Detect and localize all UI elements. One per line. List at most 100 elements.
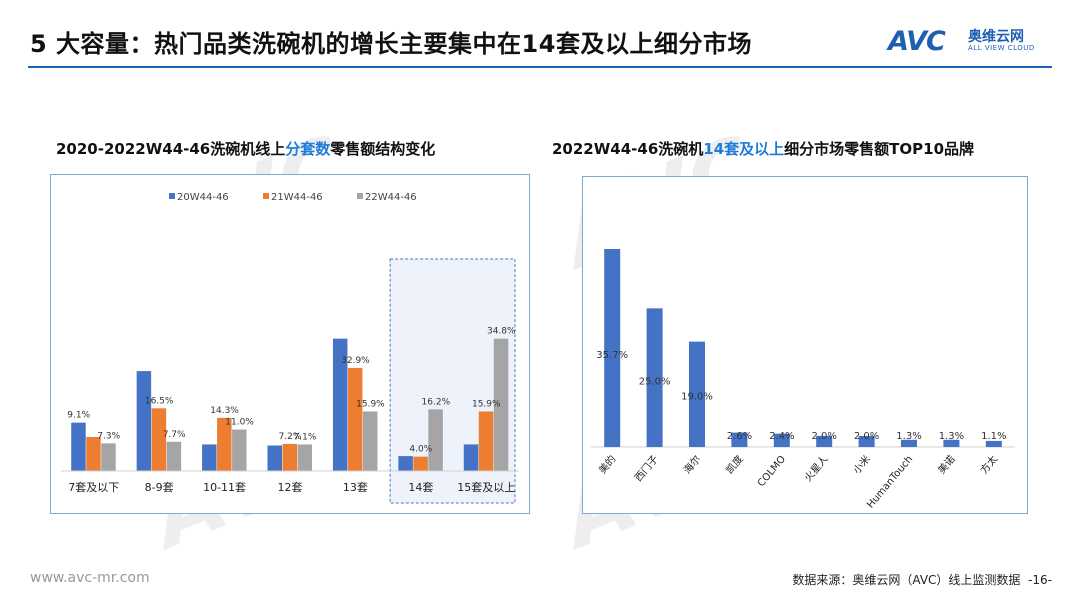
data-label: 15.9% — [472, 399, 501, 409]
category-label: 7套及以下 — [68, 481, 119, 494]
bar — [398, 456, 413, 471]
data-label: 19.0% — [681, 392, 713, 403]
category-label: 小米 — [850, 453, 873, 477]
bar — [297, 444, 312, 471]
data-label: 2.6% — [727, 431, 752, 442]
bar — [773, 433, 790, 447]
right-title-part2: 细分市场零售额TOP10品牌 — [784, 140, 975, 158]
left-chart-frame: 20W44-46 21W44-46 22W44-46 7套及以下 8-9套 10-11套 1… — [50, 174, 530, 514]
category-label: 西门子 — [632, 453, 661, 484]
bar — [428, 409, 443, 471]
left-chart: 20W44-46 21W44-46 22W44-46 7套及以下 8-9套 10-11套 1… — [61, 192, 519, 504]
category-label: 美诺 — [935, 453, 958, 477]
bar — [217, 417, 232, 471]
data-label: 35.7% — [596, 350, 628, 361]
legend-label: 22W44-46 — [365, 192, 417, 203]
page-title: 5 大容量：热门品类洗碗机的增长主要集中在14套及以上细分市场 — [30, 30, 752, 58]
data-label: 11.0% — [225, 418, 254, 428]
bar — [151, 408, 167, 471]
legend-swatch — [263, 193, 269, 199]
logo-mark: AVC — [888, 26, 946, 57]
category-label: 方太 — [977, 453, 1000, 477]
bar — [101, 443, 116, 471]
category-label: 12套 — [278, 481, 303, 494]
data-label: 7.1% — [294, 432, 317, 442]
data-label: 1.1% — [981, 431, 1006, 442]
right-chart-title: 2022W44-46洗碗机14套及以上细分市场零售额TOP10品牌 — [552, 138, 974, 159]
source-text: 数据来源：奥维云网（AVC）线上监测数据 — [792, 573, 1021, 587]
bar — [985, 440, 1002, 447]
bar — [86, 436, 101, 471]
data-label: 1.3% — [939, 431, 964, 442]
data-label: 7.3% — [97, 431, 120, 441]
category-label: 13套 — [343, 481, 368, 494]
bar — [731, 432, 748, 447]
bar — [267, 445, 282, 471]
bar — [858, 435, 875, 447]
bar — [362, 411, 378, 471]
data-label: 1.3% — [896, 431, 921, 442]
legend-swatch — [169, 193, 175, 199]
category-label: COLMO — [756, 454, 788, 489]
bar — [463, 444, 479, 471]
logo-en: ALL VIEW CLOUD — [968, 44, 1035, 52]
bar — [202, 444, 217, 471]
data-label: 2.4% — [769, 431, 794, 442]
right-title-part1: 2022W44-46洗碗机 — [552, 140, 704, 158]
right-chart: 35.7% 美的 25.0% 西门子 19.0% 海尔 2.6% 凯度 2.4% COLMO 2.0… — [591, 249, 1015, 511]
bar — [901, 439, 917, 447]
category-label: 8-9套 — [145, 481, 174, 494]
bar — [604, 249, 621, 447]
data-label: 16.2% — [422, 397, 451, 407]
left-title-highlight: 分套数 — [285, 140, 331, 158]
avc-logo: AVC 奥维云网 ALL VIEW CLOUD — [888, 26, 1058, 58]
data-label: 25.0% — [639, 377, 671, 388]
data-label: 14.3% — [210, 406, 239, 416]
bar — [71, 422, 86, 471]
category-label: 海尔 — [680, 453, 703, 477]
bar — [347, 367, 363, 471]
data-label: 16.5% — [145, 396, 174, 406]
page-number: -16- — [1028, 573, 1052, 587]
category-label: 10-11套 — [203, 481, 246, 494]
bar — [689, 341, 705, 447]
left-title-part2: 零售额结构变化 — [330, 140, 436, 158]
data-label: 4.0% — [409, 445, 432, 455]
left-title-part1: 2020-2022W44-46洗碗机线上 — [56, 140, 286, 158]
title-divider — [28, 66, 1052, 68]
bar — [478, 411, 494, 471]
data-label: 2.0% — [854, 431, 879, 442]
bar — [282, 443, 297, 471]
bar — [332, 338, 348, 471]
data-label: 7.7% — [163, 430, 186, 440]
right-chart-frame: 35.7% 美的 25.0% 西门子 19.0% 海尔 2.6% 凯度 2.4% COLMO 2.0… — [582, 176, 1028, 514]
bar — [232, 429, 247, 471]
data-label: 9.1% — [67, 411, 90, 421]
bar — [166, 441, 182, 471]
data-label: 32.9% — [341, 356, 370, 366]
logo-cn: 奥维云网 — [968, 29, 1024, 45]
category-label: 火星人 — [802, 453, 830, 484]
bar — [943, 439, 960, 447]
category-label: HumanTouch — [865, 454, 915, 511]
category-label: 15套及以上 — [457, 481, 515, 494]
category-label: 美的 — [596, 453, 619, 477]
category-label: 14套 — [408, 481, 433, 494]
bar — [136, 371, 152, 471]
data-label: 34.8% — [487, 327, 516, 337]
bar — [816, 435, 833, 447]
bar — [646, 308, 663, 447]
legend-label: 20W44-46 — [177, 192, 229, 203]
footer-url: www.avc-mr.com — [30, 570, 150, 586]
right-title-highlight: 14套及以上 — [703, 140, 785, 158]
bar — [413, 456, 428, 471]
left-chart-title: 2020-2022W44-46洗碗机线上分套数零售额结构变化 — [56, 138, 435, 159]
bar — [493, 338, 509, 471]
category-label: 凯度 — [723, 453, 746, 477]
data-label: 7.2% — [279, 432, 302, 442]
legend-label: 21W44-46 — [271, 192, 323, 203]
legend-swatch — [357, 193, 363, 199]
data-label: 15.9% — [356, 399, 385, 409]
data-label: 2.0% — [811, 431, 836, 442]
footer-source: 数据来源：奥维云网（AVC）线上监测数据 -16- — [792, 571, 1052, 588]
